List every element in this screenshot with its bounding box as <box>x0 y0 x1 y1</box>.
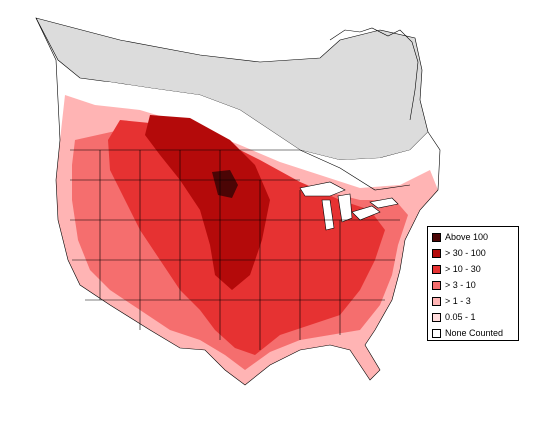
low-fringe-region <box>60 80 440 192</box>
legend-item-1-3: > 1 - 3 <box>432 296 471 307</box>
legend-item-above-100: Above 100 <box>432 232 488 243</box>
map-legend: Above 100 > 30 - 100 > 10 - 30 > 3 - 10 … <box>427 226 519 341</box>
great-lakes <box>299 181 399 231</box>
legend-swatch <box>432 265 441 274</box>
legend-label: 0.05 - 1 <box>445 312 476 322</box>
legend-swatch <box>432 313 441 322</box>
legend-item-30-100: > 30 - 100 <box>432 248 486 259</box>
legend-swatch <box>432 249 441 258</box>
range-very-high-region <box>145 115 270 290</box>
borders <box>35 17 441 386</box>
legend-label: > 3 - 10 <box>445 280 476 290</box>
legend-item-3-10: > 3 - 10 <box>432 280 476 291</box>
eastern-canada-coast <box>329 27 419 121</box>
range-peak-region <box>212 170 238 198</box>
legend-swatch <box>432 233 441 242</box>
legend-label: > 1 - 3 <box>445 296 471 306</box>
legend-label: > 10 - 30 <box>445 264 481 274</box>
legend-item-none-counted: None Counted <box>432 328 503 339</box>
legend-label: Above 100 <box>445 232 489 242</box>
legend-label: None Counted <box>445 328 504 338</box>
legend-swatch <box>432 329 441 338</box>
legend-label: > 30 - 100 <box>445 248 486 258</box>
legend-item-10-30: > 10 - 30 <box>432 264 481 275</box>
legend-swatch <box>432 281 441 290</box>
legend-swatch <box>432 297 441 306</box>
legend-item-0-05-1: 0.05 - 1 <box>432 312 476 323</box>
